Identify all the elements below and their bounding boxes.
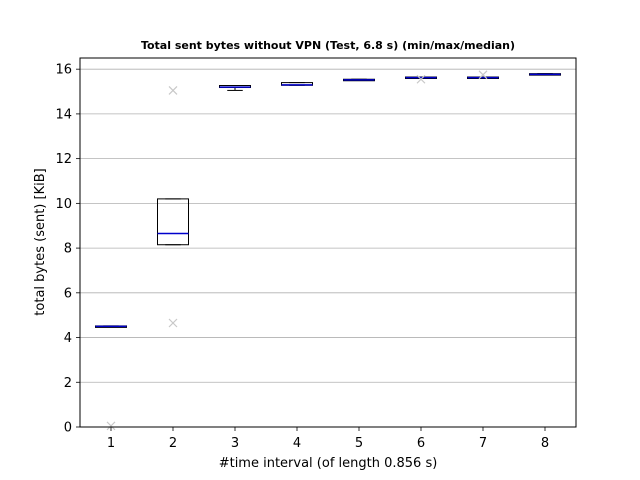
x-axis-label: #time interval (of length 0.856 s) xyxy=(219,456,438,471)
box-layer xyxy=(95,70,561,431)
outlier-point xyxy=(416,74,426,84)
x-tick-label: 1 xyxy=(107,436,115,451)
y-tick-label: 4 xyxy=(64,331,72,346)
box-3 xyxy=(219,85,251,91)
y-tick-label: 0 xyxy=(64,421,72,436)
outlier-point xyxy=(106,421,116,431)
y-axis-label: total bytes (sent) [KiB] xyxy=(33,168,48,315)
x-tick-label: 8 xyxy=(541,436,549,451)
chart-title: Total sent bytes without VPN (Test, 6.8 … xyxy=(141,39,515,52)
box-1 xyxy=(95,325,127,431)
x-tick-label: 7 xyxy=(479,436,487,451)
x-tick-label: 5 xyxy=(355,436,363,451)
outlier-point xyxy=(168,86,178,95)
box-8 xyxy=(529,73,561,76)
y-tick-label: 6 xyxy=(64,286,72,301)
box-6 xyxy=(405,74,437,84)
y-tick-label: 8 xyxy=(64,242,72,257)
box-5 xyxy=(343,78,375,82)
box-2 xyxy=(157,86,189,328)
x-tick-label: 3 xyxy=(231,436,239,451)
y-tick-label: 2 xyxy=(64,376,72,391)
y-tick-label: 12 xyxy=(55,152,72,167)
y-tick-label: 10 xyxy=(55,197,72,212)
box-4 xyxy=(281,82,313,86)
outlier-point xyxy=(478,70,488,80)
grid-layer xyxy=(80,68,576,428)
y-tick-label: 14 xyxy=(55,107,72,122)
x-tick-label: 4 xyxy=(293,436,301,451)
outlier-point xyxy=(168,318,178,328)
y-tick-label: 16 xyxy=(55,63,72,78)
plot-frame xyxy=(79,57,577,428)
box-iqr xyxy=(157,198,189,246)
x-tick-label: 6 xyxy=(417,436,425,451)
box-7 xyxy=(467,70,499,80)
x-tick-label: 2 xyxy=(169,436,177,451)
